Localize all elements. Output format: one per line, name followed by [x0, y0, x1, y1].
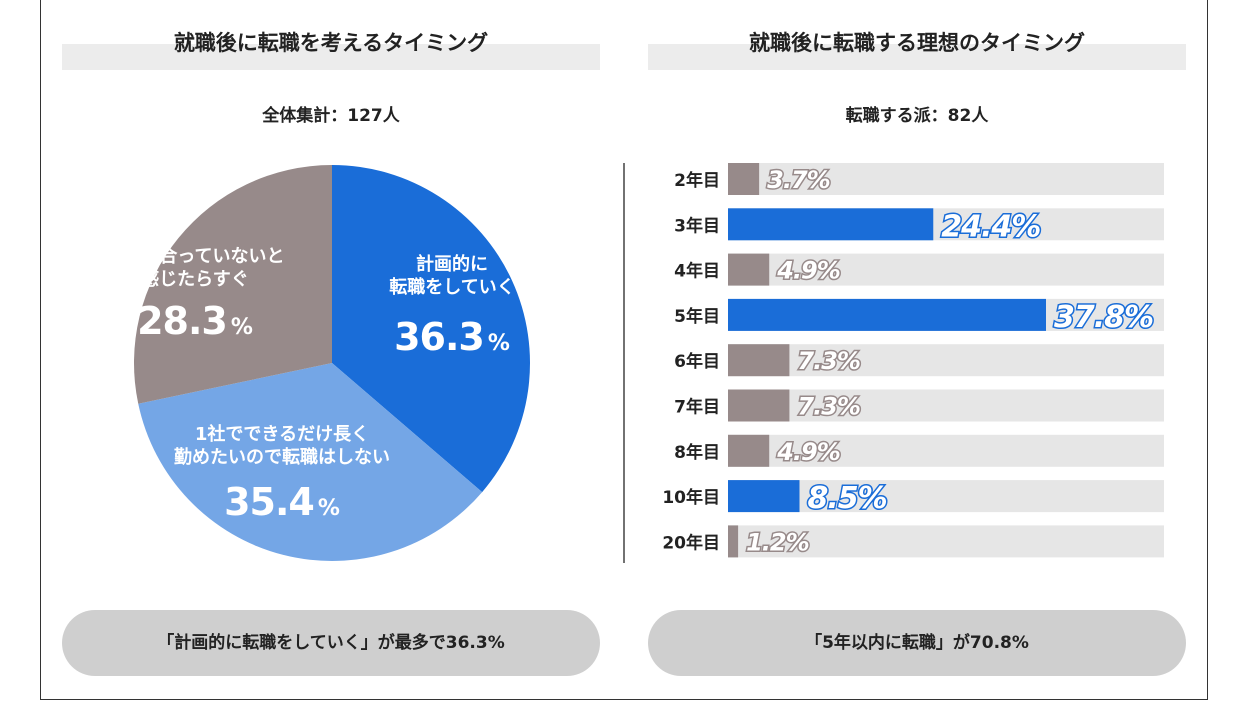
pie-slice-1: [332, 165, 531, 493]
bar-category-label: 2年目: [674, 170, 720, 191]
bar-track: [728, 525, 1164, 558]
pie-value-label: 28.3%: [137, 299, 253, 343]
bar-value-label: 7.3%: [797, 347, 860, 375]
right-panel-summary: 「5年以内に転職」が70.8%: [648, 610, 1186, 676]
bar: [728, 208, 934, 241]
bar-value-label: 3.7%: [767, 166, 830, 194]
bar: [728, 434, 770, 467]
bar: [728, 525, 739, 558]
bar-track: [728, 344, 1164, 377]
bar: [728, 480, 800, 513]
left-panel-summary: 「計画的に転職をしていく」が最多で36.3%: [62, 610, 600, 676]
pie-value-label: 35.4%: [224, 480, 340, 524]
bar-value-label: 1.2%: [746, 528, 809, 556]
bar-track: [728, 163, 1164, 195]
bar-category-label: 7年目: [674, 397, 720, 418]
bar-track: [728, 434, 1164, 467]
pie-label-line: 自分に合っていないと: [105, 245, 284, 267]
bar-track: [728, 480, 1164, 513]
bar-category-label: 5年目: [674, 306, 720, 327]
pie-label-1: 計画的に転職をしていく 36.3%: [389, 253, 514, 359]
bar-value-label: 8.5%: [808, 481, 887, 516]
bar-chart: 2年目 3.7% 3年目 24.4% 4年目 4.9% 5年目 37.8% 6年目 7.3% 7年目…: [623, 163, 1164, 563]
bar-category-label: 20年目: [662, 532, 720, 553]
bar-category-label: 8年目: [674, 442, 720, 463]
bar: [728, 163, 760, 195]
bar-track: [728, 253, 1164, 286]
bar-category-label: 6年目: [674, 351, 720, 372]
pie-value-label: 36.3%: [394, 315, 510, 359]
bar-value-label: 7.3%: [797, 393, 860, 421]
pie-label-line: 1社でできるだけ長く: [195, 423, 369, 445]
bar-category-label: 3年目: [674, 215, 720, 236]
pie-slice-2: [138, 363, 483, 561]
bar-value-label: 4.9%: [776, 257, 840, 285]
chart-frame: [40, 0, 1208, 700]
pie-label-line: 計画的に: [416, 253, 488, 275]
bar: [728, 298, 1046, 331]
pie-label-line: 感じたらすぐ: [141, 268, 249, 290]
bar-value-label: 24.4%: [941, 209, 1040, 244]
bar: [728, 253, 770, 286]
bar-category-label: 10年目: [662, 487, 720, 508]
pie-label-line: 勤めたいので転職はしない: [174, 446, 390, 468]
bar-value-label: 37.8%: [1054, 300, 1153, 335]
left-panel-subtitle: 全体集計：127人: [262, 106, 400, 126]
right-panel-title: 就職後に転職する理想のタイミング: [648, 33, 1186, 70]
bar: [728, 344, 790, 377]
pie-label-line: 転職をしていく: [389, 276, 514, 298]
pie-slice-3: [134, 165, 332, 404]
left-panel-title: 就職後に転職を考えるタイミング: [62, 33, 600, 70]
bar: [728, 389, 790, 422]
right-panel-subtitle: 転職する派：82人: [845, 106, 989, 126]
bar-value-label: 4.9%: [776, 438, 840, 466]
bar-track: [728, 389, 1164, 422]
bar-category-label: 4年目: [674, 261, 720, 282]
